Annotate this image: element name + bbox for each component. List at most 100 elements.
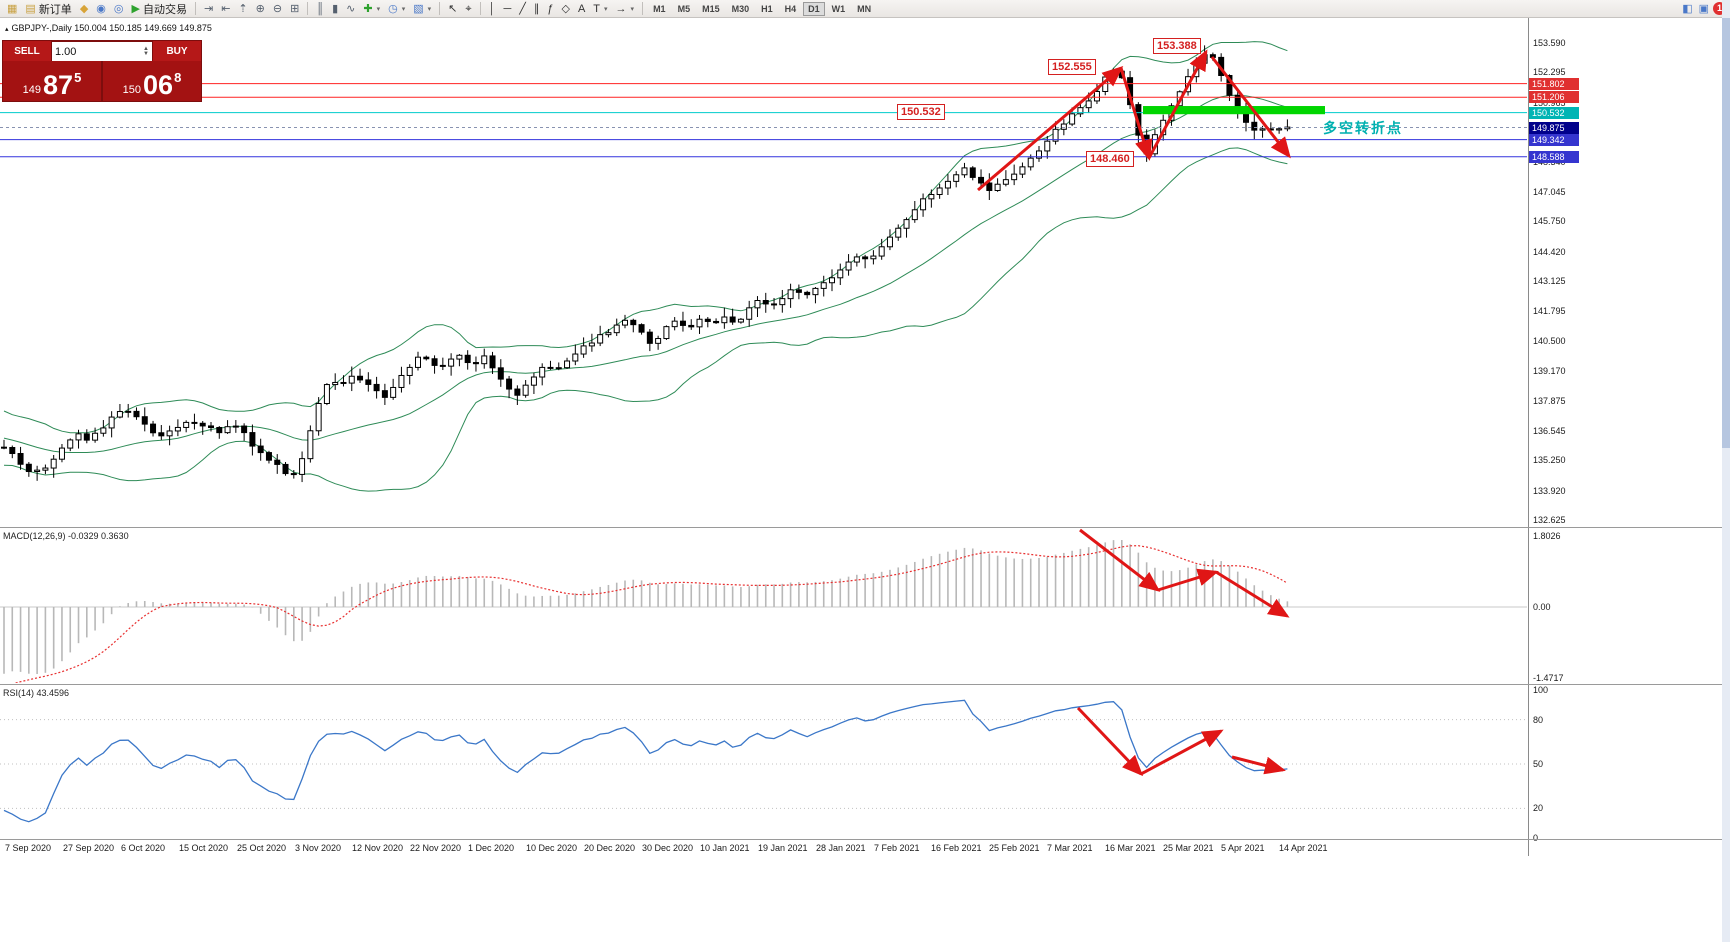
- alerts-icon[interactable]: ◧: [1682, 2, 1693, 15]
- price-axis[interactable]: 153.590152.295150.965149.670148.340147.0…: [1528, 18, 1723, 856]
- horizontal-line-tool-button[interactable]: ─: [499, 0, 515, 18]
- sell-price[interactable]: 149 87 5: [3, 61, 101, 101]
- line-chart-type-button[interactable]: ∿: [342, 0, 359, 18]
- cursor-button[interactable]: ↖: [444, 0, 461, 18]
- community-icon[interactable]: ▣: [1698, 2, 1709, 15]
- candlestick-type-button[interactable]: ▮: [328, 0, 342, 18]
- rsi-axis-label: 20: [1533, 803, 1544, 813]
- one-click-toggle-icon[interactable]: ▴: [5, 26, 9, 33]
- timeframe-m30[interactable]: M30: [731, 3, 750, 14]
- volume-input[interactable]: 1.00 ▲ ▼: [52, 41, 152, 61]
- timeframe-m1[interactable]: M1: [653, 3, 666, 14]
- panel-separator[interactable]: [0, 527, 1722, 528]
- macd-signal-line: [13, 545, 1288, 683]
- timeframe-d1[interactable]: D1: [803, 1, 825, 16]
- candle: [812, 287, 819, 296]
- vertical-scrollbar[interactable]: [1722, 0, 1730, 942]
- main-price-chart[interactable]: [0, 18, 1528, 527]
- horizontal-line-tool-icon: ─: [503, 2, 512, 15]
- text-label-tool-button[interactable]: T ▾: [589, 0, 611, 18]
- trend-arrows-layer[interactable]: [977, 49, 1291, 192]
- volume-spinner[interactable]: ▲ ▼: [143, 45, 149, 57]
- spin-down-icon[interactable]: ▼: [143, 50, 149, 57]
- macd-arrows-layer[interactable]: [1079, 528, 1290, 618]
- candle: [746, 307, 753, 320]
- zoom-out-button[interactable]: ⊖: [269, 0, 286, 18]
- candle: [903, 219, 910, 229]
- shapes-tool-button[interactable]: ◇: [557, 0, 573, 18]
- arrows-tool-button[interactable]: → ▾: [612, 0, 639, 18]
- trendline-tool-button[interactable]: ╱: [515, 0, 530, 18]
- macd-indicator-panel[interactable]: [0, 528, 1528, 683]
- trend-arrow: [1231, 755, 1286, 775]
- support-zone-band[interactable]: [1143, 106, 1325, 115]
- vertical-line-tool-button[interactable]: │: [485, 0, 500, 18]
- macd-axis-label: 1.8026: [1533, 531, 1561, 541]
- candle: [696, 318, 703, 328]
- date-label: 27 Sep 2020: [63, 843, 115, 853]
- panel-separator[interactable]: [0, 684, 1722, 685]
- sell-button[interactable]: SELL: [3, 41, 52, 61]
- new-chart-button[interactable]: ▦: [3, 0, 21, 18]
- buy-price[interactable]: 150 06 8: [103, 61, 201, 101]
- bar-chart-type-button[interactable]: ║: [312, 0, 328, 18]
- templates-button[interactable]: ▧ ▾: [409, 0, 435, 18]
- sell-price-big: 87: [43, 70, 74, 100]
- crosshair-button[interactable]: ⌖: [461, 0, 475, 18]
- price-callout[interactable]: 148.460: [1086, 151, 1134, 167]
- indicators-add-button[interactable]: ✚ ▾: [359, 0, 384, 18]
- spin-up-icon[interactable]: ▲: [143, 45, 149, 52]
- zoom-in-button[interactable]: ⊕: [252, 0, 269, 18]
- timeframe-group: M1 M5 M15 M30 H1 H4 D1 W1 MN: [647, 1, 877, 16]
- auto-scroll-button[interactable]: ⇥: [200, 0, 217, 18]
- candle: [911, 209, 918, 221]
- candle: [282, 463, 289, 475]
- price-callout[interactable]: 152.555: [1048, 59, 1096, 75]
- timeframe-w1[interactable]: W1: [831, 3, 846, 14]
- candle: [878, 246, 885, 257]
- periods-button[interactable]: ◷ ▾: [384, 0, 409, 18]
- time-axis[interactable]: 7 Sep 2020 27 Sep 2020 6 Oct 2020 15 Oct 20…: [0, 840, 1528, 857]
- fibonacci-tool-button[interactable]: ƒ: [543, 0, 557, 18]
- buy-button[interactable]: BUY: [152, 41, 201, 61]
- candle: [580, 345, 587, 355]
- chart-note-text[interactable]: 多空转折点: [1323, 120, 1403, 136]
- timeframe-m5[interactable]: M5: [677, 3, 691, 14]
- text-tool-button[interactable]: A: [574, 0, 589, 18]
- candle: [514, 388, 521, 396]
- candle: [141, 416, 148, 425]
- candle: [630, 319, 637, 326]
- scrollbar-thumb[interactable]: [1722, 18, 1730, 448]
- market-watch-button[interactable]: ◉: [92, 0, 110, 18]
- candle: [307, 430, 314, 460]
- trade-widget-prices: 149 87 5 150 06 8: [3, 61, 201, 101]
- horizontal-lines-layer[interactable]: [0, 83, 1527, 158]
- profiles-button[interactable]: ◆: [76, 0, 92, 18]
- channel-tool-button[interactable]: ∥: [530, 0, 544, 18]
- candle: [439, 364, 446, 367]
- price-tick-label: 144.420: [1533, 247, 1566, 257]
- auto-trading-button[interactable]: ▶ 自动交易: [128, 0, 191, 18]
- candle: [58, 447, 65, 460]
- candle: [646, 331, 653, 344]
- candle: [381, 390, 388, 398]
- price-callout[interactable]: 153.388: [1153, 38, 1201, 54]
- candlestick-type-icon: ▮: [332, 2, 339, 15]
- timeframe-mn[interactable]: MN: [857, 3, 872, 14]
- navigator-button[interactable]: ◎: [110, 0, 128, 18]
- chart-shift-button[interactable]: ⇤: [217, 0, 234, 18]
- timeframe-h4[interactable]: H4: [784, 3, 797, 14]
- price-callout[interactable]: 150.532: [897, 104, 945, 120]
- candle: [1036, 150, 1042, 159]
- candle: [456, 354, 463, 360]
- candle: [886, 236, 893, 248]
- rsi-arrows-layer[interactable]: [1076, 706, 1286, 777]
- macd-axis-label: 0.00: [1533, 602, 1551, 612]
- chart-step-button[interactable]: ⇡: [234, 0, 251, 18]
- timeframe-h1[interactable]: H1: [761, 3, 773, 14]
- new-order-button[interactable]: ▤ 新订单: [21, 0, 75, 18]
- dropdown-arrow-icon: ▾: [604, 5, 608, 13]
- timeframe-m15[interactable]: M15: [702, 3, 720, 14]
- rsi-indicator-panel[interactable]: [0, 685, 1528, 838]
- tile-windows-button[interactable]: ⊞: [286, 0, 303, 18]
